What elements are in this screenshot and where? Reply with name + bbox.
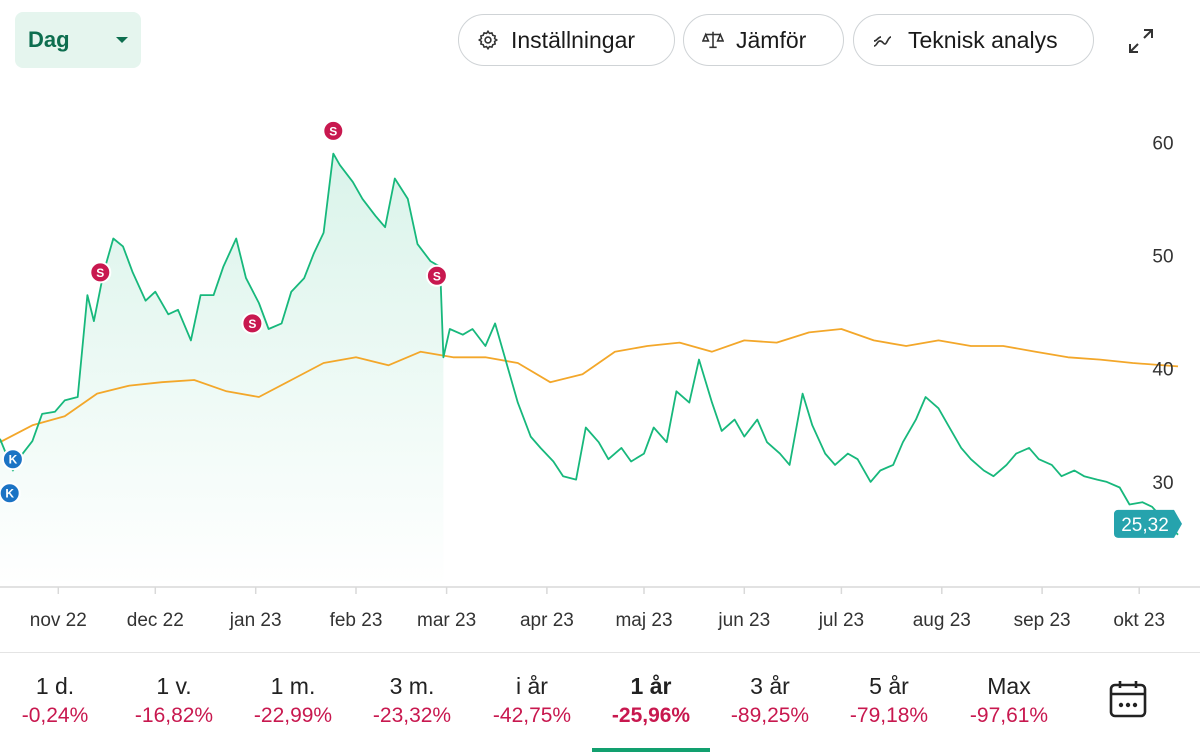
x-tick-label: jul 23 — [818, 610, 864, 631]
x-tick-label: okt 23 — [1113, 610, 1165, 631]
compare-button[interactable]: Jämför — [683, 14, 844, 66]
period-tab-label: 1 d. — [35, 673, 75, 699]
marker-dot — [0, 482, 21, 505]
x-tick-label: jan 23 — [229, 610, 282, 631]
x-tick-label: nov 22 — [30, 610, 87, 631]
period-tab[interactable]: 3 år -89,25% — [711, 653, 829, 752]
marker-dot — [322, 119, 345, 142]
sell-marker[interactable]: S — [425, 264, 448, 287]
resolution-dropdown[interactable]: Dag — [15, 12, 141, 68]
period-tab[interactable]: 1 v. -16,82% — [115, 653, 233, 752]
marker-label: K — [5, 487, 14, 501]
y-tick-label: 50 — [1152, 247, 1173, 268]
period-tabs: 1 d. -0,24% 1 v. -16,82% 1 m. -22,99% 3 m. -23,… — [0, 652, 1200, 754]
comparison-line — [0, 328, 1179, 443]
period-tab-label: 3 år — [750, 673, 790, 699]
x-tick-label: mar 23 — [417, 610, 476, 631]
scale-icon — [702, 31, 724, 49]
period-tab[interactable]: Max -97,61% — [950, 653, 1068, 752]
marker-label: S — [248, 317, 256, 331]
calendar-icon[interactable] — [1108, 679, 1148, 719]
sell-marker[interactable]: S — [89, 261, 112, 284]
active-tab-indicator — [592, 748, 710, 752]
technical-analysis-label: Teknisk analys — [908, 26, 1058, 53]
last-price-label: 25,32 — [1121, 515, 1169, 536]
marker-label: S — [329, 124, 337, 138]
fullscreen-icon[interactable] — [1126, 26, 1156, 56]
chart-toolbar: Dag Inställningar Jämför Teknisk analys — [0, 0, 1200, 80]
period-tab-change: -89,25% — [730, 704, 810, 727]
gear-icon — [477, 29, 499, 51]
period-tab-change: -79,18% — [849, 704, 929, 727]
y-tick-label: 60 — [1152, 133, 1173, 154]
price-chart[interactable]: 60 50 40 30 nov 22 dec 22 jan 23 feb 23 mar 23 a… — [0, 80, 1200, 650]
period-tab-change: -23,32% — [372, 704, 452, 727]
instrument-line — [0, 152, 1179, 536]
period-tab-label: 1 m. — [270, 673, 316, 699]
settings-label: Inställningar — [511, 26, 636, 53]
period-tab[interactable]: 5 år -79,18% — [830, 653, 948, 752]
marker-dot — [89, 261, 112, 284]
marker-dot — [425, 264, 448, 287]
period-tab-change: -16,82% — [134, 704, 214, 727]
y-tick-label: 30 — [1152, 473, 1173, 494]
x-tick-label: apr 23 — [520, 610, 574, 631]
last-price-tag: 25,32 — [1114, 509, 1182, 538]
x-tick-label: maj 23 — [615, 610, 672, 631]
marker-dot — [241, 312, 264, 335]
period-tab-label: 3 m. — [389, 673, 435, 699]
period-tab-label: Max — [987, 673, 1031, 699]
period-tab[interactable]: 1 m. -22,99% — [234, 653, 352, 752]
sell-marker[interactable]: S — [322, 119, 345, 142]
x-tick-label: dec 22 — [127, 610, 184, 631]
marker-dot — [1, 448, 24, 471]
period-tab-label: 1 v. — [156, 673, 192, 699]
settings-button[interactable]: Inställningar — [458, 14, 675, 66]
last-price-tag-shape — [1114, 509, 1182, 538]
period-tab[interactable]: 1 år -25,96% — [592, 653, 710, 752]
period-tab-label: 1 år — [630, 673, 672, 699]
period-tab-label: 5 år — [869, 673, 909, 699]
marker-label: S — [96, 266, 104, 280]
y-tick-label: 40 — [1152, 360, 1173, 381]
x-tick-label: sep 23 — [1014, 610, 1071, 631]
resolution-dropdown-label: Dag — [28, 27, 70, 52]
period-tab-change: -0,24% — [21, 704, 89, 727]
buy-marker[interactable]: K — [0, 482, 21, 505]
marker-label: K — [9, 453, 18, 467]
x-tick-label: aug 23 — [913, 610, 971, 631]
period-tab-change: -42,75% — [492, 704, 572, 727]
x-tick-label: jun 23 — [717, 610, 770, 631]
period-tab-change: -97,61% — [969, 704, 1049, 727]
period-tab[interactable]: i år -42,75% — [473, 653, 591, 752]
period-tab[interactable]: 3 m. -23,32% — [353, 653, 471, 752]
x-tick-label: feb 23 — [330, 610, 383, 631]
period-tab-change: -22,99% — [253, 704, 333, 727]
period-tab-change: -25,96% — [611, 704, 691, 727]
buy-marker[interactable]: K — [1, 448, 24, 471]
period-tab-label: i år — [516, 673, 548, 699]
period-tab[interactable]: 1 d. -0,24% — [0, 653, 114, 752]
technical-analysis-button[interactable]: Teknisk analys — [853, 14, 1094, 66]
instrument-area — [0, 153, 444, 587]
caret-down-icon — [116, 37, 128, 43]
marker-label: S — [433, 269, 441, 283]
trend-line-icon — [873, 36, 892, 47]
sell-marker[interactable]: S — [241, 312, 264, 335]
compare-label: Jämför — [736, 26, 807, 53]
